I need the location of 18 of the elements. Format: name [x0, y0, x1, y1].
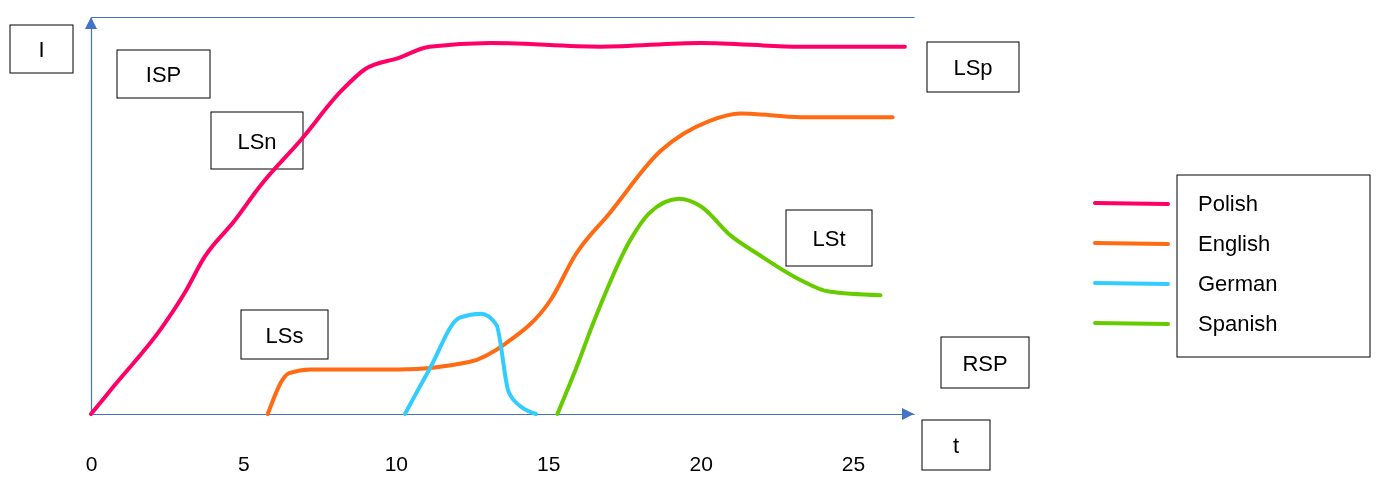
x-tick-label: 20 [689, 451, 713, 475]
y-axis-title: I [38, 37, 45, 62]
x-axis-title: t [952, 433, 960, 458]
annotation: LSt [812, 226, 846, 251]
x-tick-label: 25 [841, 451, 866, 475]
x-tick-label: 0 [85, 451, 98, 475]
x-tick-label: 5 [238, 451, 250, 475]
annotation: LSs [265, 322, 304, 348]
annotation: ISP [145, 62, 182, 87]
legend-label: English [1198, 231, 1271, 256]
text: LSp [953, 55, 993, 80]
annotation: LSn [237, 128, 277, 154]
text: RSP [962, 350, 1008, 376]
legend-label: Polish [1198, 191, 1258, 216]
x-tick-label: 10 [384, 451, 408, 475]
legend-label: German [1198, 271, 1278, 296]
legend-label: Spanish [1198, 311, 1278, 336]
x-tick-label: 15 [537, 451, 561, 475]
